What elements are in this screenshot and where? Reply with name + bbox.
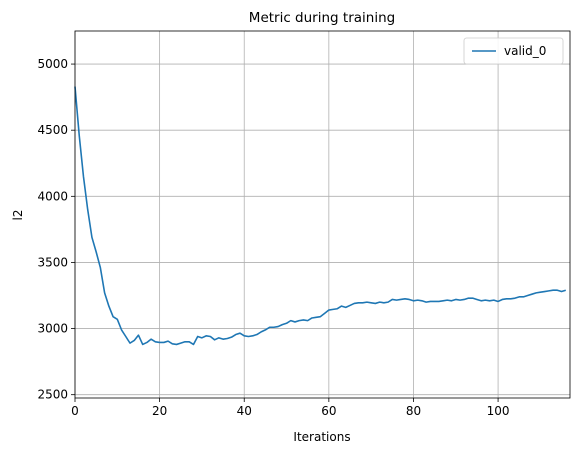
x-axis-label: Iterations [293, 430, 350, 444]
x-tick-label: 40 [237, 404, 252, 418]
legend-box [463, 37, 564, 65]
series-lines [74, 86, 567, 346]
x-tick-label: 0 [71, 404, 79, 418]
legend: valid_0 [463, 37, 564, 65]
x-axis-ticks: 0 20 40 60 80 100 [71, 398, 510, 418]
grid-lines [74, 31, 570, 398]
chart-title: Metric during training [249, 10, 395, 26]
y-tick-label: 4500 [37, 123, 68, 137]
y-tick-label: 3500 [37, 255, 68, 269]
y-tick-label: 2500 [37, 388, 68, 402]
x-tick-label: 80 [406, 404, 421, 418]
x-tick-label: 60 [321, 404, 336, 418]
series-line-valid_0 [74, 86, 567, 346]
y-axis-label: l2 [11, 210, 25, 221]
plot-frame [74, 30, 571, 399]
y-tick-label: 5000 [37, 57, 68, 71]
y-tick-label: 3000 [37, 322, 68, 336]
y-tick-label: 4000 [37, 189, 68, 203]
x-tick-label: 100 [487, 404, 510, 418]
legend-label: valid_0 [504, 44, 546, 58]
x-tick-label: 20 [152, 404, 167, 418]
y-axis-ticks: 2500 3000 3500 4000 4500 5000 [37, 57, 75, 402]
